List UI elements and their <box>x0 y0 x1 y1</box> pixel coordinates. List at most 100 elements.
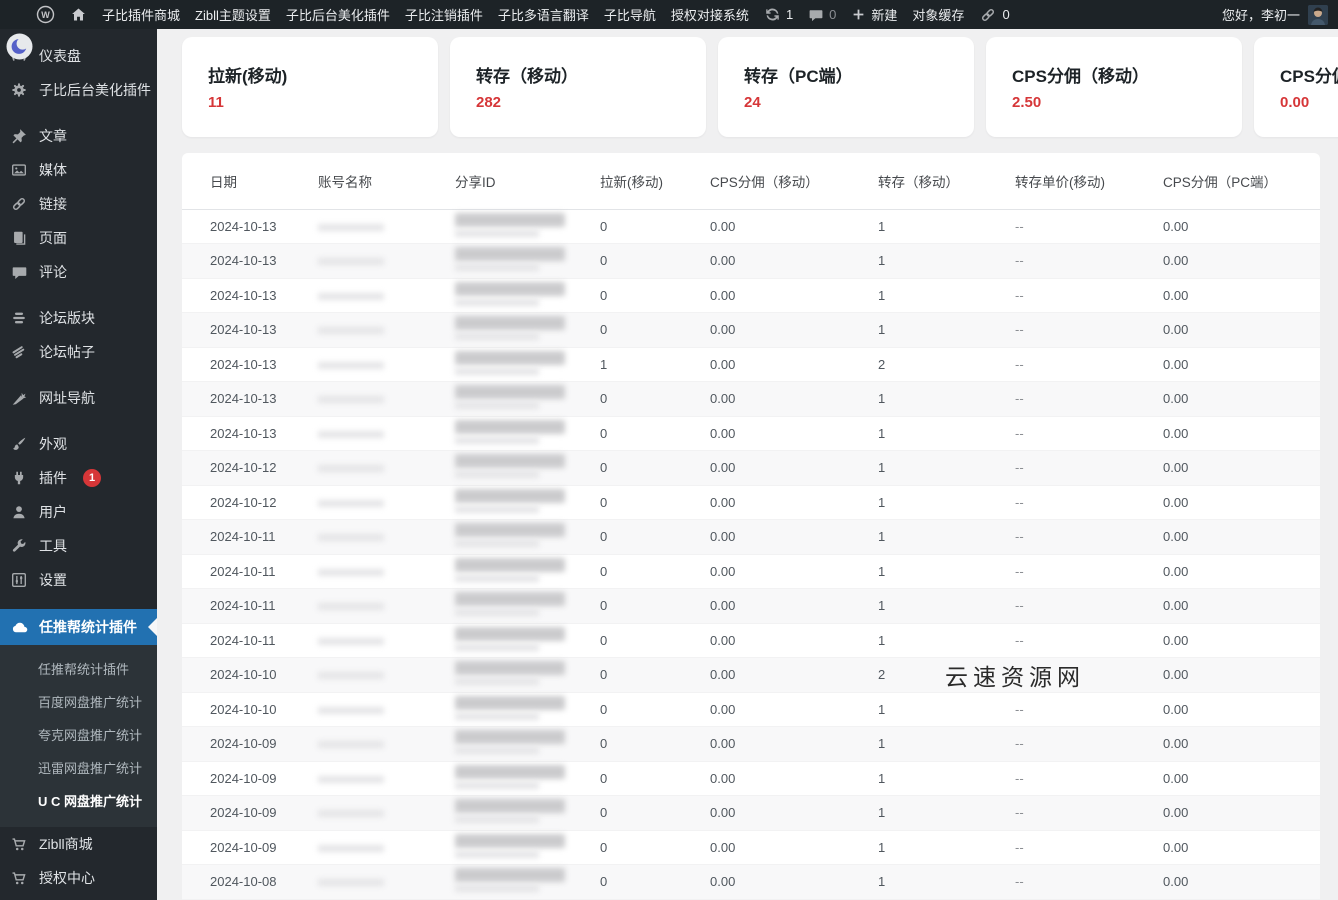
cell-transfer-price: -- <box>1015 805 1024 821</box>
update-count: 1 <box>785 7 794 22</box>
object-cache-button[interactable]: 对象缓存 <box>912 8 965 23</box>
col-header-share-id: 分享ID <box>455 153 600 210</box>
submenu-item-xunlei-stats[interactable]: 迅雷网盘推广统计 <box>38 761 143 776</box>
sidebar-item-users[interactable]: 用户 <box>0 495 157 529</box>
home-icon[interactable] <box>70 6 87 23</box>
forum-posts-icon <box>9 343 29 361</box>
user-icon <box>9 503 29 521</box>
stat-card-value: 282 <box>476 94 502 111</box>
cell-account <box>318 347 455 382</box>
sidebar-item-comments[interactable]: 评论 <box>0 255 157 289</box>
cell-transfer: 1 <box>878 598 886 614</box>
cell-transfer: 1 <box>878 253 886 269</box>
cell-account <box>318 658 455 693</box>
plugins-update-badge: 1 <box>83 469 101 487</box>
adminbar-item-multilang[interactable]: 子比多语言翻译 <box>497 8 589 23</box>
sidebar-item-tools[interactable]: 工具 <box>0 529 157 563</box>
svg-text:W: W <box>41 10 50 20</box>
cell-share-id <box>455 416 600 451</box>
cart-icon <box>9 835 29 853</box>
submenu-item-stats-home[interactable]: 任推帮统计插件 <box>38 662 130 677</box>
cell-transfer: 1 <box>878 736 886 752</box>
cell-transfer: 1 <box>878 494 886 510</box>
admin-sidebar: 仪表盘 子比后台美化插件 文章 媒体 链接 页面 评论 <box>0 29 157 900</box>
cell-transfer-price: -- <box>1015 391 1024 407</box>
wordpress-logo[interactable]: W <box>36 5 55 24</box>
table-row: 2024-10-12 0 0.00 <box>182 450 1320 485</box>
carrot-icon <box>9 389 29 407</box>
cell-share-id <box>455 865 600 900</box>
sidebar-item-zibll-store[interactable]: Zibll商城 <box>0 827 157 861</box>
cell-transfer: 1 <box>878 805 886 821</box>
sidebar-item-label: 设置 <box>39 572 67 588</box>
redacted-account-name <box>318 842 384 852</box>
links-indicator[interactable]: 0 <box>979 6 1010 24</box>
cell-account <box>318 589 455 624</box>
cell-account <box>318 278 455 313</box>
cell-cps-mobile: 0.00 <box>710 563 736 579</box>
stat-card-label: 转存（PC端） <box>744 67 853 86</box>
sidebar-item-url-nav[interactable]: 网址导航 <box>0 381 157 415</box>
sidebar-item-appearance[interactable]: 外观 <box>0 427 157 461</box>
cell-cps-mobile: 0.00 <box>710 770 736 786</box>
table-row: 2024-10-09 0 0.00 <box>182 726 1320 761</box>
adminbar-item-plugin-store[interactable]: 子比插件商城 <box>102 8 181 23</box>
sidebar-item-stats-plugin[interactable]: 任推帮统计插件 <box>0 609 157 645</box>
redacted-share-id <box>455 833 565 858</box>
submenu-item-uc-stats[interactable]: U C 网盘推广统计 <box>38 794 143 809</box>
cell-transfer-price: -- <box>1015 218 1024 234</box>
cell-share-id <box>455 382 600 417</box>
adminbar-item-nav[interactable]: 子比导航 <box>603 8 656 23</box>
cell-cps-mobile: 0.00 <box>710 632 736 648</box>
cell-pull-new: 0 <box>600 563 608 579</box>
cell-transfer-price: -- <box>1015 356 1024 372</box>
new-content-button[interactable]: 新建 <box>851 5 897 24</box>
sidebar-item-label: 论坛帖子 <box>39 344 95 360</box>
cell-cps-pc: 0.00 <box>1163 322 1189 338</box>
sidebar-item-settings[interactable]: 设置 <box>0 563 157 597</box>
updates-indicator[interactable]: 1 <box>764 6 793 23</box>
cell-transfer: 2 <box>878 356 886 372</box>
adminbar-item-zibll-theme-settings[interactable]: Zibll主题设置 <box>195 8 271 23</box>
submenu-item-quark-stats[interactable]: 夸克网盘推广统计 <box>38 728 143 743</box>
account-menu[interactable]: 您好，李初一 <box>1222 4 1328 25</box>
stat-card-pull-new-mobile: 拉新(移动) 11 <box>182 37 438 137</box>
cell-cps-mobile: 0.00 <box>710 356 736 372</box>
sidebar-item-label: 网址导航 <box>39 390 95 406</box>
sliders-icon <box>9 571 29 589</box>
comments-indicator[interactable]: 0 <box>808 7 836 23</box>
adminbar-item-backend-beautify[interactable]: 子比后台美化插件 <box>285 8 390 23</box>
sidebar-item-label: 文章 <box>39 128 67 144</box>
stat-card-value: 2.50 <box>1012 94 1042 111</box>
sidebar-item-forum-sections[interactable]: 论坛版块 <box>0 301 157 335</box>
sidebar-item-pages[interactable]: 页面 <box>0 221 157 255</box>
sidebar-item-posts[interactable]: 文章 <box>0 119 157 153</box>
cell-transfer: 1 <box>878 874 886 890</box>
sidebar-item-plugins[interactable]: 插件 1 <box>0 461 157 495</box>
redacted-share-id <box>455 557 565 582</box>
cell-transfer-price: -- <box>1015 563 1024 579</box>
redacted-account-name <box>318 704 384 714</box>
cell-transfer: 1 <box>878 839 886 855</box>
cell-date: 2024-10-13 <box>210 218 277 234</box>
sidebar-item-backend-beautify[interactable]: 子比后台美化插件 <box>0 73 157 107</box>
cell-account <box>318 554 455 589</box>
update-icon <box>764 6 781 23</box>
sidebar-item-zibll-theme-settings[interactable]: Zibll主题设置 <box>0 895 157 900</box>
avatar <box>1308 4 1328 25</box>
redacted-account-name <box>318 773 384 783</box>
submenu-item-baidu-stats[interactable]: 百度网盘推广统计 <box>38 695 143 710</box>
sidebar-item-forum-posts[interactable]: 论坛帖子 <box>0 335 157 369</box>
adminbar-item-logout-plugin[interactable]: 子比注销插件 <box>404 8 483 23</box>
moon-ball-icon[interactable] <box>6 33 33 60</box>
sidebar-item-media[interactable]: 媒体 <box>0 153 157 187</box>
cell-share-id <box>455 623 600 658</box>
cell-transfer-price: -- <box>1015 839 1024 855</box>
sidebar-item-license-center[interactable]: 授权中心 <box>0 861 157 895</box>
adminbar-item-license-system[interactable]: 授权对接系统 <box>670 8 749 23</box>
cell-date: 2024-10-09 <box>210 736 277 752</box>
sidebar-item-links[interactable]: 链接 <box>0 187 157 221</box>
table-row: 2024-10-11 0 0.00 <box>182 554 1320 589</box>
cell-transfer: 1 <box>878 391 886 407</box>
cloud-icon <box>9 618 29 637</box>
